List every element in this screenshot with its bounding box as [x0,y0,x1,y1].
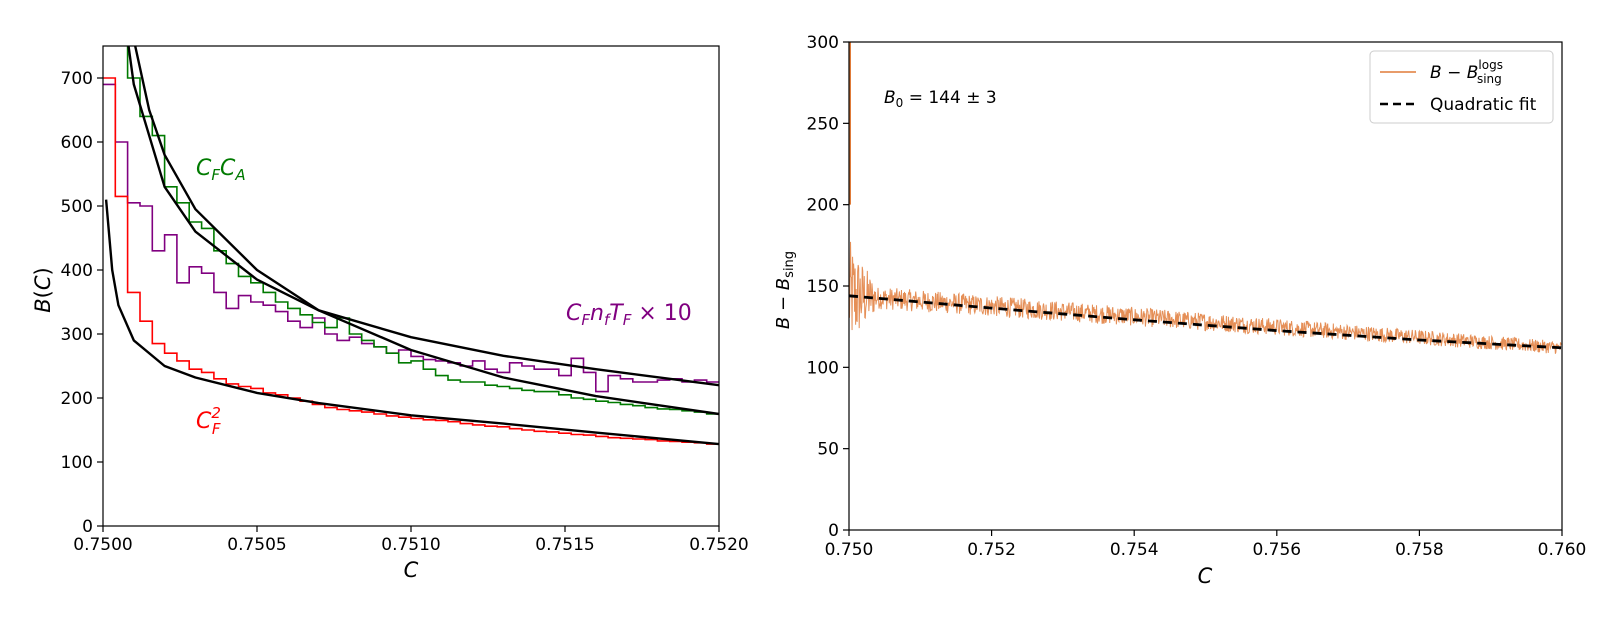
fit-curve-2 [104,199,719,446]
histogram-series-0 [103,83,719,393]
x-tick-label: 0.7510 [381,535,440,555]
left-axes-frame [102,45,720,527]
x-tick-label: 0.756 [1252,540,1301,560]
left-x-axis-label: C [404,558,419,582]
x-tick-label: 0.7515 [535,535,594,555]
y-tick-label: 700 [61,69,93,89]
left-panel-bc-histograms: 0.7500 0.7505 0.7510 0.7515 0.7520 0 100 200 300… [31,45,749,582]
x-tick-label: 0.758 [1395,540,1444,560]
label-cf-squared: C2 F [196,404,221,438]
y-tick-label: 300 [807,33,839,53]
x-tick-label: 0.754 [1110,540,1159,560]
histogram-series-1 [126,46,719,415]
left-plot-area [103,46,719,446]
y-tick-label: 50 [817,440,839,460]
y-tick-label: 0 [828,521,839,541]
y-tick-label: 100 [61,453,93,473]
legend-label-data: B − Blogs sing [1430,58,1503,86]
left-ticks: 0.7500 0.7505 0.7510 0.7515 0.7520 0 100 200 300… [61,69,749,555]
y-tick-label: 400 [61,261,93,281]
x-tick-label: 0.760 [1538,540,1587,560]
y-tick-label: 500 [61,197,93,217]
x-tick-label: 0.7500 [73,535,132,555]
right-ticks: 0.750 0.752 0.754 0.756 0.758 0.760 0 50 100 150 2… [807,33,1587,560]
y-tick-label: 600 [61,133,93,153]
y-tick-label: 250 [807,114,839,134]
legend-label-fit: Quadratic fit [1430,95,1537,115]
y-tick-label: 200 [61,389,93,409]
y-tick-label: 300 [61,325,93,345]
right-plot-area [849,42,1562,354]
label-cf-nf-tf: CFnfTF × 10 [566,301,692,329]
x-tick-label: 0.7520 [689,535,748,555]
fit-curve-1 [133,46,719,416]
fit-annotation: B0 = 144 ± 3 [884,88,997,110]
x-tick-label: 0.752 [967,540,1016,560]
y-tick-label: 200 [807,196,839,216]
right-panel-b-minus-bsing: 0.750 0.752 0.754 0.756 0.758 0.760 0 50 100 150 2… [773,33,1586,588]
y-tick-label: 100 [807,358,839,378]
histogram-series-2 [103,77,719,445]
right-y-axis-label: B − Bsing [773,251,797,329]
fit-curve-0 [127,46,719,387]
legend: B − Blogs sing Quadratic fit [1369,50,1554,124]
x-tick-label: 0.750 [825,540,874,560]
y-tick-label: 0 [82,517,93,537]
label-cf-ca: CFCA [196,156,246,184]
left-y-axis-label: B(C) [31,267,55,313]
right-x-axis-label: C [1198,564,1213,588]
y-tick-label: 150 [807,277,839,297]
x-tick-label: 0.7505 [227,535,286,555]
legend-box [1369,50,1554,124]
noisy-series [849,241,1562,354]
